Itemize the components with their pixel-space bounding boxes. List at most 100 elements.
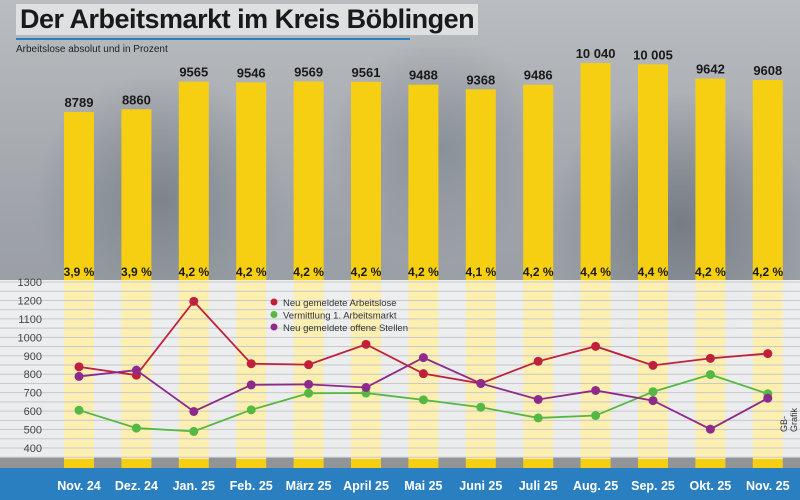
percent-label: 4,2 % [236,265,267,279]
bar-foot [293,459,324,469]
data-point [705,370,715,380]
bar-value-label: 9488 [409,68,438,83]
data-point [591,385,601,395]
bar-foot [408,459,439,469]
data-point [246,359,256,369]
bar-column-shade [465,280,496,459]
percent-label: 4,2 % [695,265,726,279]
bar-foot [695,459,726,469]
x-tick-label: April 25 [343,479,389,493]
bar-column-shade [236,280,267,459]
bar [465,89,496,281]
x-tick-label: Sep. 25 [631,479,675,493]
data-point [476,378,486,388]
bar [236,82,267,280]
y-tick-label: 900 [24,351,42,363]
x-tick-label: Dez. 24 [115,479,158,493]
x-tick-label: Nov. 25 [746,479,790,493]
bar-value-label: 9565 [179,65,208,80]
bar-foot [178,459,209,469]
bar-foot [523,459,554,469]
x-tick-label: Aug. 25 [573,479,618,493]
legend-marker [270,323,278,331]
bar [695,78,726,280]
percent-label: 3,9 % [64,265,95,279]
data-point [533,394,543,404]
data-point [591,411,601,421]
data-point [131,423,141,433]
bar-value-label: 9486 [524,68,553,83]
data-point [591,341,601,351]
bar-value-label: 9368 [466,72,495,87]
credit-label: GB-Grafik [779,407,799,432]
percent-label: 4,2 % [351,265,382,279]
bar [121,109,152,281]
bar-foot [64,459,94,469]
y-tick-label: 1300 [18,277,42,289]
data-point [304,379,314,389]
bar-foot [236,459,267,469]
bar [293,81,324,281]
x-axis-band [0,468,800,500]
bar-value-label: 8789 [65,95,94,110]
bar-foot [638,459,668,469]
data-point [189,296,199,306]
data-point [74,362,84,372]
percent-label: 4,2 % [408,265,439,279]
bar-value-label: 9642 [696,62,725,77]
y-tick-label: 1000 [18,332,42,344]
y-tick-label: 1100 [18,314,42,326]
data-point [361,339,371,349]
data-point [533,356,543,366]
bar-value-label: 8860 [122,92,151,107]
data-point [648,387,658,397]
bar [178,81,209,281]
data-point [131,365,141,375]
legend-label: Neu gemeldete offene Stellen [283,323,408,334]
x-tick-label: Juli 25 [519,479,558,493]
percent-label: 4,4 % [638,265,669,279]
bar-value-label: 9561 [352,65,381,80]
legend-label: Neu gemeldete Arbeitslose [283,298,397,309]
data-point [189,406,199,416]
data-point [304,388,314,398]
y-tick-label: 500 [24,425,42,437]
data-point [74,405,84,415]
percent-label: 4,2 % [178,265,209,279]
bar-value-label: 9546 [237,65,266,80]
x-tick-label: Feb. 25 [230,479,273,493]
data-point [418,353,428,363]
chart-subtitle: Arbeitslose absolut und in Prozent [16,44,168,55]
data-point [533,413,543,423]
y-tick-label: 600 [24,406,42,418]
bar-foot [465,459,496,469]
bar-column-shade [523,280,554,459]
bar [752,79,783,280]
bar [523,84,554,280]
percent-label: 3,9 % [121,265,152,279]
bar-value-label: 9569 [294,64,323,79]
bar [64,112,94,280]
x-tick-label: Mai 25 [404,479,442,493]
legend-marker [270,311,278,318]
data-point [763,393,773,403]
bar-column-shade [580,280,611,459]
bar-foot [121,459,152,469]
bar [351,81,381,280]
data-point [361,383,371,393]
chart-title: Der Arbeitsmarkt im Kreis Böblingen [16,4,479,35]
y-tick-label: 400 [24,443,42,455]
bar-foot [351,459,381,469]
data-point [705,424,715,434]
bottom-strip [0,459,800,469]
data-point [189,426,199,436]
legend-label: Vermittlung 1. Arbeitsmarkt [283,311,397,322]
bar [580,63,611,280]
bar [638,64,668,280]
data-point [648,396,658,406]
data-point [763,349,773,359]
data-point [304,360,314,370]
percent-label: 4,1 % [465,265,496,279]
percent-label: 4,2 % [523,265,554,279]
